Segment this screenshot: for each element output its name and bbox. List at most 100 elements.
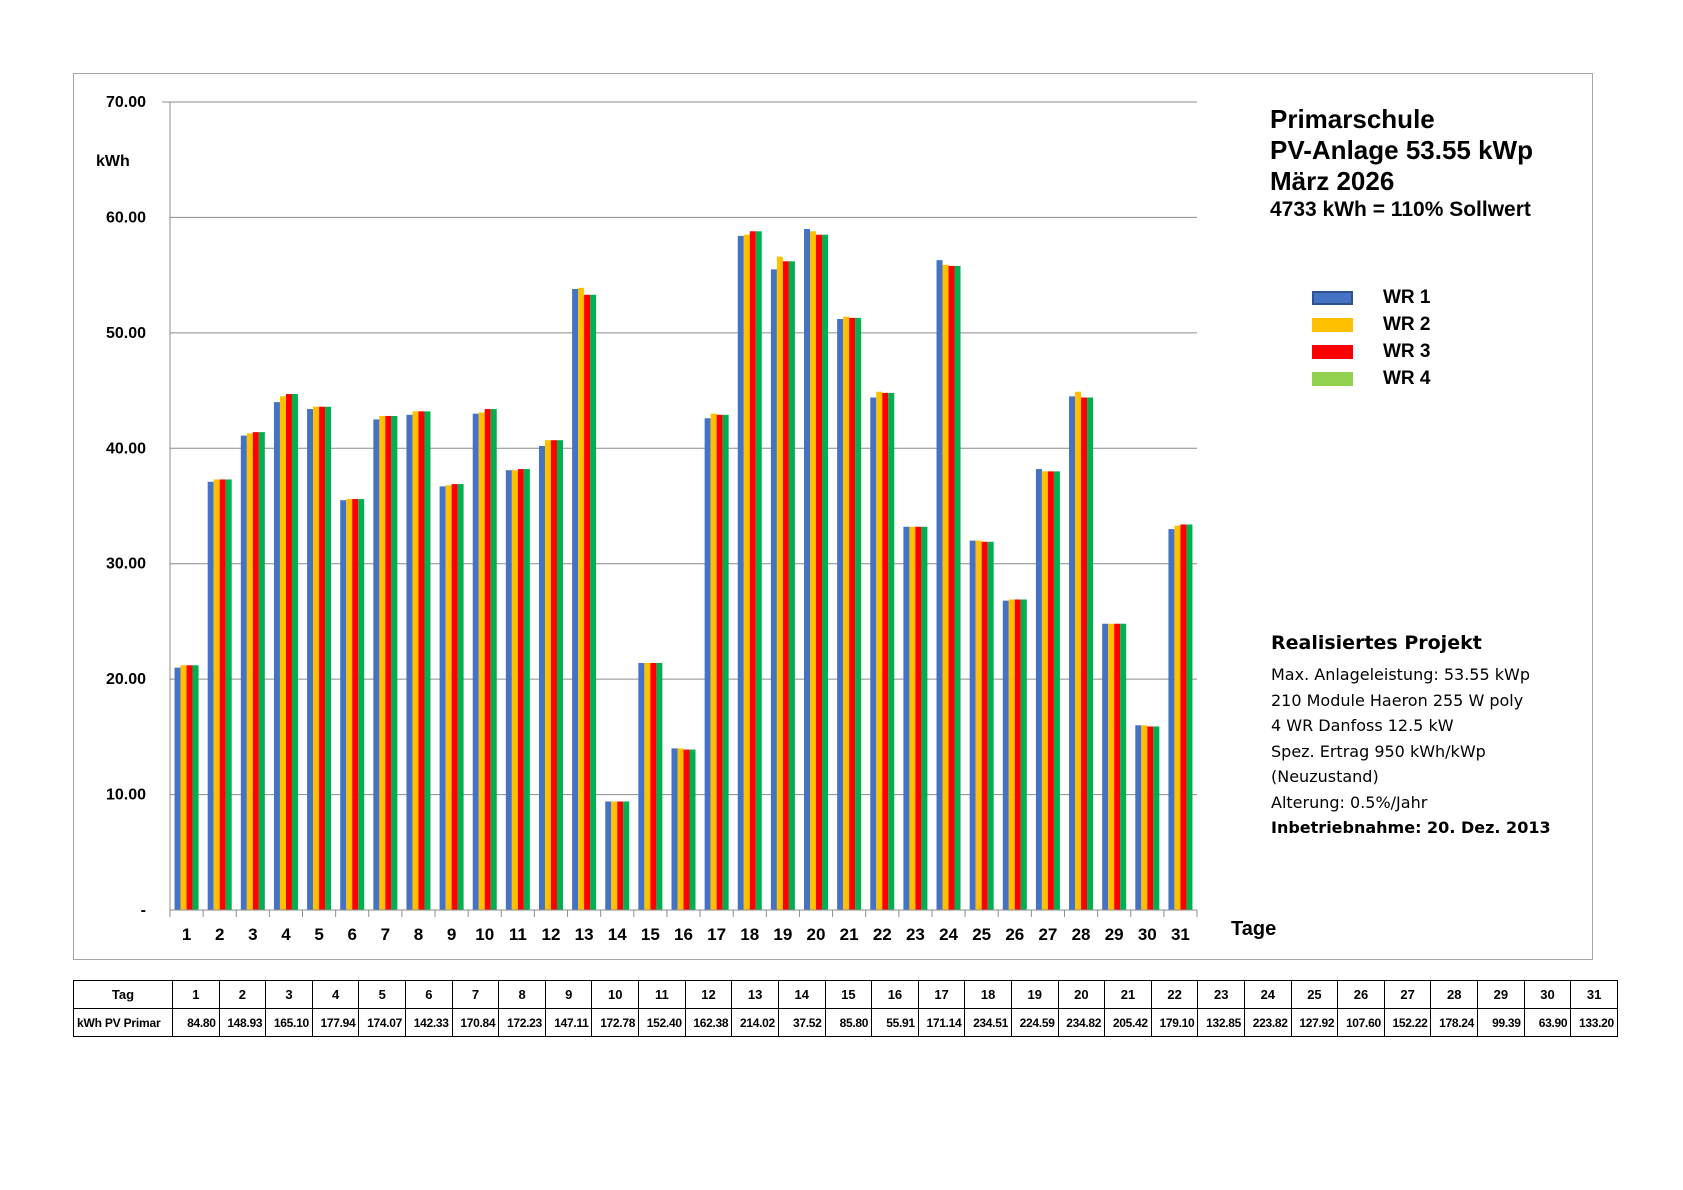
- table-day-cell: 22: [1150, 980, 1199, 1009]
- bar-wr-1: [273, 402, 280, 910]
- bar-wr-1: [704, 418, 711, 910]
- table-day-cell: 10: [591, 980, 640, 1009]
- x-tick-label: 11: [509, 925, 527, 944]
- bar-wr-1: [1135, 725, 1142, 910]
- x-tick-label: 1: [182, 925, 191, 944]
- bar-wr-2: [1141, 725, 1148, 910]
- table-value-cell: 55.91: [871, 1008, 919, 1037]
- bar-wr-2: [511, 470, 518, 910]
- bar-wr-1: [240, 435, 247, 910]
- x-tick-label: 3: [248, 925, 257, 944]
- bar-wr-3: [1047, 471, 1054, 910]
- bar-wr-1: [969, 540, 976, 910]
- bar-wr-2: [313, 406, 320, 910]
- bar-wr-3: [749, 231, 756, 910]
- bar-wr-4: [291, 394, 298, 910]
- project-line: Max. Anlageleistung: 53.55 kWp: [1271, 665, 1530, 684]
- bar-wr-3: [285, 394, 292, 910]
- table-header-row: Tag 1 2 3 4 5 6 7 8 9 10 11 12 13 14 15 16 17 18 19 20 21 22 2…: [73, 980, 1618, 1009]
- x-tick-label: 8: [414, 925, 423, 944]
- bar-wr-3: [1014, 599, 1021, 910]
- legend-label: WR 3: [1383, 340, 1431, 362]
- bar-wr-4: [391, 415, 398, 910]
- x-tick-label: 5: [314, 925, 323, 944]
- bar-wr-1: [538, 445, 545, 910]
- table-day-cell: 20: [1057, 980, 1106, 1009]
- x-tick-label: 9: [447, 925, 456, 944]
- bar-wr-3: [948, 265, 955, 910]
- x-tick-label: 20: [807, 925, 826, 944]
- table-day-cell: 11: [638, 980, 686, 1009]
- x-tick-labels: 1 2 3 4 5 6 7 8 9 10 11 12 13 14 15 16 17 18 19 20 21 22 23 24 2…: [182, 925, 1190, 944]
- table-value-cell: 132.85: [1197, 1008, 1246, 1037]
- bar-wr-3: [1180, 524, 1187, 910]
- y-tick-labels: - 10.00 20.00 30.00 40.00 50.00 60.00 70.00: [106, 94, 146, 919]
- table-row-label: kWh PV Primar: [73, 1008, 173, 1037]
- bar-wr-4: [623, 801, 630, 910]
- bar-wr-4: [225, 479, 232, 910]
- bar-wr-4: [1153, 726, 1160, 910]
- x-tick-label: 7: [381, 925, 390, 944]
- table-value-cell: 152.22: [1383, 1008, 1432, 1037]
- bar-wr-4: [424, 411, 431, 910]
- bar-wr-3: [1081, 397, 1088, 910]
- table-day-cell: 1: [172, 980, 220, 1009]
- legend-swatch: [1312, 317, 1353, 332]
- bar-wr-4: [1087, 397, 1094, 910]
- x-tick-label: 2: [215, 925, 224, 944]
- bar-wr-3: [186, 665, 193, 910]
- table-value-cell: 84.80: [172, 1008, 220, 1037]
- table-day-cell: 25: [1290, 980, 1339, 1009]
- table-day-cell: 2: [218, 980, 267, 1009]
- table-header-label: Tag: [73, 980, 173, 1009]
- bar-wr-2: [843, 316, 850, 910]
- bar-wr-1: [472, 413, 479, 910]
- bar-wr-1: [207, 481, 214, 910]
- bar-wr-2: [379, 415, 386, 910]
- bar-wr-2: [445, 485, 452, 910]
- bar-wr-2: [776, 256, 783, 910]
- chart-summary: 4733 kWh = 110% Sollwert: [1270, 198, 1531, 221]
- x-tick-label: 16: [674, 925, 693, 944]
- table-day-cell: 16: [871, 980, 919, 1009]
- legend-item-wr4: WR 4: [1312, 365, 1431, 392]
- bar-wr-4: [1186, 524, 1193, 910]
- table-day-cell: 19: [1010, 980, 1059, 1009]
- legend-item-wr3: WR 3: [1312, 338, 1431, 365]
- table-value-cell: 170.84: [451, 1008, 500, 1037]
- table-day-cell: 29: [1477, 980, 1525, 1009]
- bar-wr-3: [683, 749, 690, 910]
- bar-wr-3: [484, 409, 491, 910]
- chart-title-block: Primarschule PV-Anlage 53.55 kWp März 20…: [1270, 104, 1533, 223]
- bar-wr-3: [1147, 726, 1154, 910]
- x-tick-label: 10: [475, 925, 494, 944]
- bar-wr-2: [909, 526, 916, 910]
- bar-wr-1: [605, 801, 612, 910]
- bar-wr-4: [325, 406, 332, 910]
- bar-wr-3: [352, 499, 359, 910]
- table-day-cell: 12: [684, 980, 733, 1009]
- bar-wr-4: [1020, 599, 1027, 910]
- bar-wr-3: [915, 526, 922, 910]
- y-tick-label: 50.00: [106, 325, 146, 342]
- table-value-cell: 174.07: [358, 1008, 407, 1037]
- bar-wr-4: [921, 526, 928, 910]
- bar-wr-3: [418, 411, 425, 910]
- y-tick-label: 40.00: [106, 440, 146, 457]
- table-value-cell: 179.10: [1150, 1008, 1199, 1037]
- table-day-cell: 8: [498, 980, 546, 1009]
- table-value-row: kWh PV Primar 84.80 148.93 165.10 177.94 174…: [73, 1008, 1618, 1037]
- bar-wr-2: [1174, 525, 1181, 910]
- table-value-cell: 214.02: [731, 1008, 779, 1037]
- bar-wr-1: [373, 419, 380, 910]
- bar-wr-2: [246, 433, 253, 910]
- table-value-cell: 152.40: [638, 1008, 686, 1037]
- table-value-cell: 63.90: [1523, 1008, 1572, 1037]
- bar-wr-3: [517, 469, 524, 910]
- project-line: Spez. Ertrag 950 kWh/kWp: [1271, 741, 1486, 761]
- x-tick-label: 23: [906, 925, 925, 944]
- bar-wr-4: [822, 234, 829, 911]
- legend-swatch: [1312, 371, 1353, 386]
- bar-wr-1: [671, 748, 678, 910]
- bar-wr-3: [385, 415, 392, 910]
